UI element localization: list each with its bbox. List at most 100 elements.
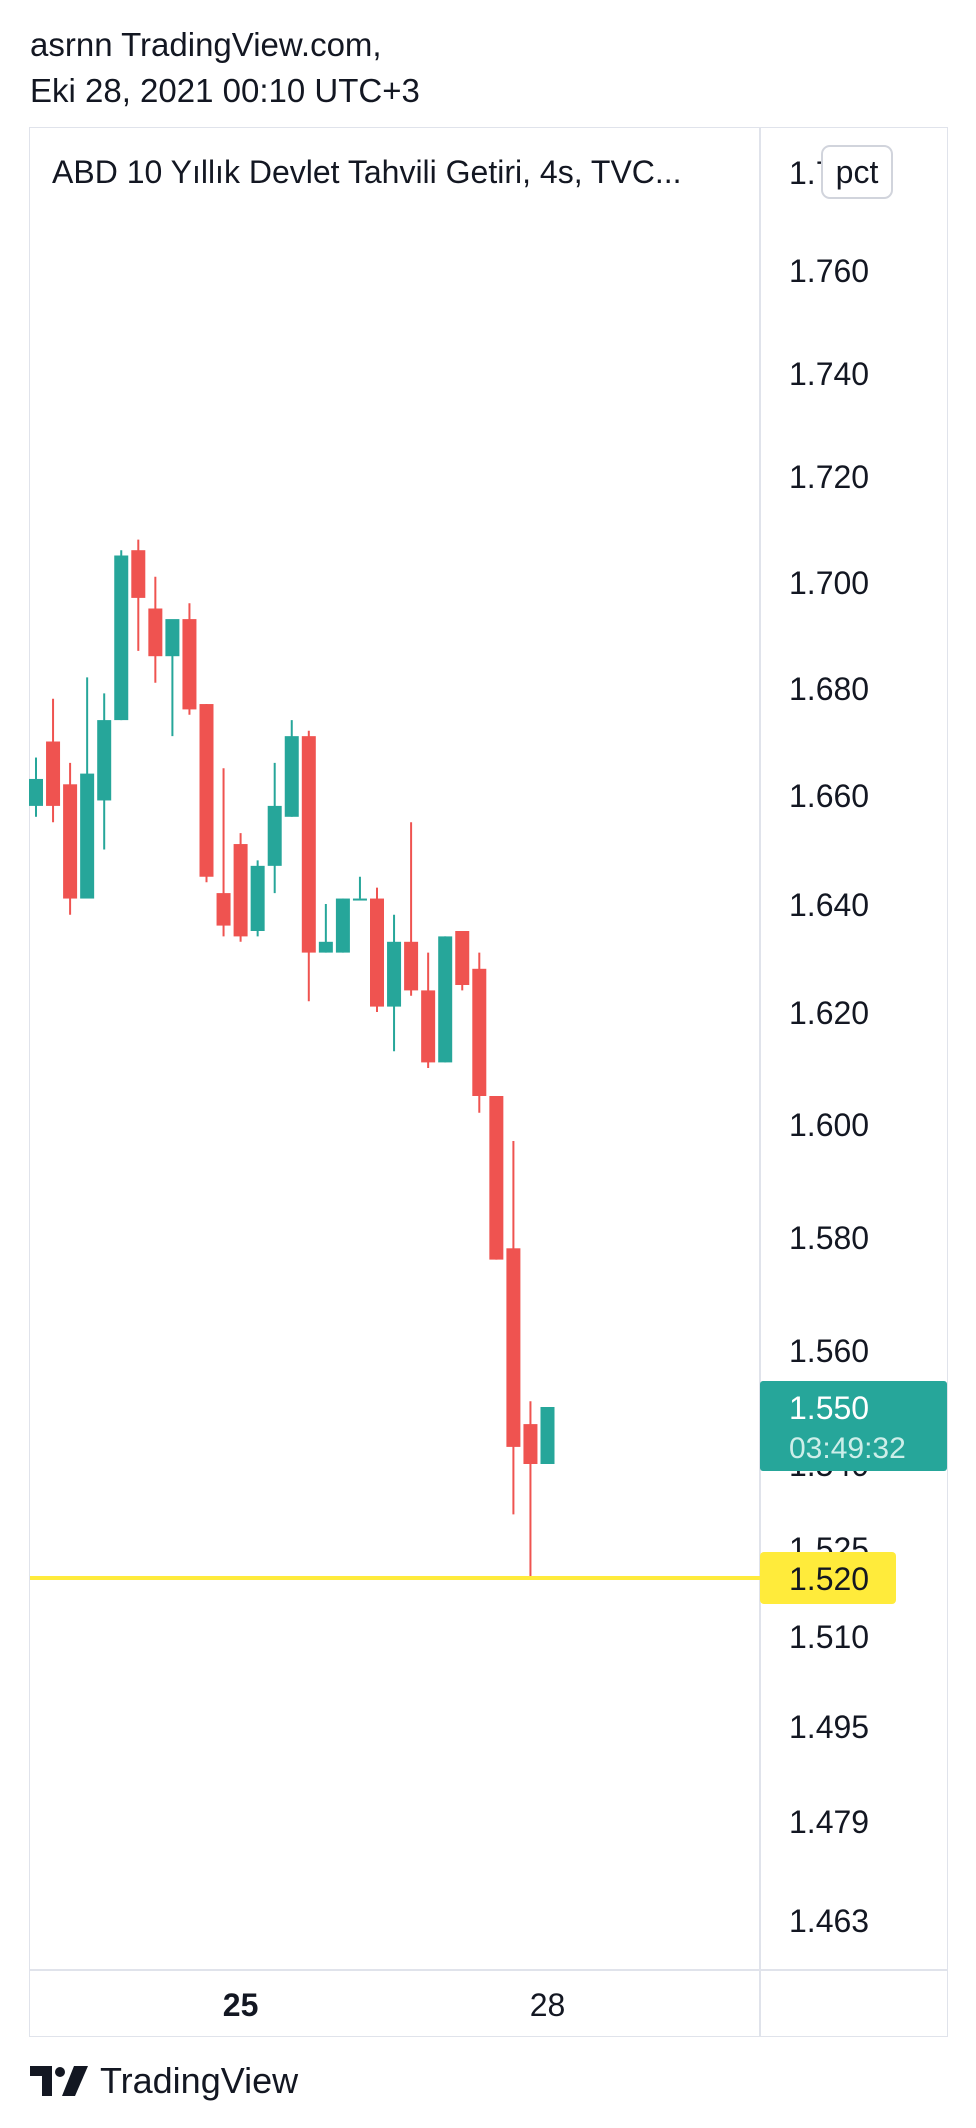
price-axis: 1.7801.7601.7401.7201.7001.6801.6601.640… xyxy=(789,145,893,1939)
candle xyxy=(216,768,231,937)
candle xyxy=(489,1096,504,1260)
price-axis-label: 1.640 xyxy=(789,887,869,923)
candle-body xyxy=(165,619,180,657)
candle xyxy=(284,720,299,817)
candle xyxy=(438,936,453,1063)
candle xyxy=(182,603,197,715)
overlays-layer: 1.520 1.550 03:49:32 xyxy=(30,1381,947,1604)
candle xyxy=(250,860,265,937)
candle xyxy=(387,914,402,1052)
candle-body xyxy=(29,778,43,806)
candle-body xyxy=(540,1407,555,1464)
candle xyxy=(199,704,214,883)
tradingview-logo-icon xyxy=(30,2066,88,2096)
candle xyxy=(301,730,316,1002)
price-axis-label: 1.580 xyxy=(789,1220,869,1256)
candle xyxy=(165,619,180,737)
pct-button-box xyxy=(821,145,893,199)
candle xyxy=(540,1407,555,1464)
candle-body xyxy=(421,990,436,1063)
candle xyxy=(131,539,146,651)
price-axis-label: 1.680 xyxy=(789,671,869,707)
candle-body xyxy=(284,736,299,817)
candles-layer xyxy=(29,539,555,1578)
author-line: asrnn TradingView.com, xyxy=(30,26,382,63)
candle xyxy=(97,693,112,850)
candle-body xyxy=(438,936,453,1063)
price-axis-label: 1.720 xyxy=(789,459,869,495)
candle-body xyxy=(267,805,282,866)
candle-body xyxy=(370,898,384,1007)
candle xyxy=(148,576,163,683)
candle-body xyxy=(489,1096,504,1260)
candle-body xyxy=(523,1424,538,1464)
candle-body xyxy=(506,1248,521,1447)
candle xyxy=(523,1401,538,1578)
candle-body xyxy=(46,741,61,806)
last-price-value: 1.550 xyxy=(789,1390,869,1426)
candle xyxy=(455,931,470,991)
candle-body xyxy=(335,898,350,953)
candle xyxy=(80,677,95,899)
price-axis-label: 1.510 xyxy=(789,1619,869,1655)
candle-body xyxy=(216,893,231,926)
candle-body xyxy=(455,931,470,985)
footer: TradingView xyxy=(30,2060,298,2102)
candle xyxy=(46,698,61,823)
candle-body xyxy=(182,619,197,710)
candle xyxy=(472,952,487,1113)
price-line-label-box xyxy=(760,1552,896,1604)
candle xyxy=(29,757,43,817)
bar-countdown: 03:49:32 xyxy=(789,1432,906,1465)
time-axis-label: 28 xyxy=(530,1987,566,2023)
candle-body xyxy=(233,844,248,937)
candle xyxy=(421,952,436,1068)
candle xyxy=(267,762,282,894)
time-axis: 25 28 xyxy=(223,1987,565,2023)
candle-body xyxy=(352,898,367,901)
candle xyxy=(233,833,248,942)
price-axis-label: 1.620 xyxy=(789,995,869,1031)
price-axis-label: 1.700 xyxy=(789,565,869,601)
time-axis-label: 25 xyxy=(223,1987,259,2023)
price-axis-label: 1.479 xyxy=(789,1804,869,1840)
datetime-line: Eki 28, 2021 00:10 UTC+3 xyxy=(30,72,420,109)
chart-title: ABD 10 Yıllık Devlet Tahvili Getiri, 4s,… xyxy=(52,154,682,190)
candle-body xyxy=(114,555,129,721)
candle-body xyxy=(199,704,214,877)
candle-body xyxy=(250,865,265,931)
candle-body xyxy=(148,608,163,657)
candle xyxy=(335,898,350,953)
pct-scale-button[interactable]: pct xyxy=(821,145,893,199)
price-axis-label: 1.740 xyxy=(789,356,869,392)
candle xyxy=(352,876,367,901)
price-axis-label: 1.463 xyxy=(789,1903,869,1939)
last-price-label-box xyxy=(760,1381,947,1471)
footer-brand: TradingView xyxy=(100,2060,299,2101)
candle xyxy=(506,1140,521,1515)
candle-body xyxy=(80,773,95,899)
pct-button-label: pct xyxy=(836,154,879,190)
candle xyxy=(114,550,129,721)
snapshot-header: asrnn TradingView.com, Eki 28, 2021 00:1… xyxy=(30,22,420,114)
candle xyxy=(318,904,333,953)
price-axis-label: 1.760 xyxy=(789,253,869,289)
price-axis-label: 1.660 xyxy=(789,778,869,814)
candle-body xyxy=(472,968,487,1096)
candle-body xyxy=(97,720,112,801)
candle-body xyxy=(63,784,78,899)
candle-body xyxy=(318,941,333,953)
price-axis-label: 1.495 xyxy=(789,1709,869,1745)
candle xyxy=(63,762,78,915)
candle-body xyxy=(404,941,419,991)
price-axis-label: 1.600 xyxy=(789,1107,869,1143)
candle-body xyxy=(387,941,402,1007)
price-axis-label: 1.560 xyxy=(789,1333,869,1369)
chart-frame xyxy=(29,127,948,2037)
price-line-label: 1.520 xyxy=(789,1561,869,1597)
candle xyxy=(404,822,419,996)
candle-body xyxy=(301,736,316,953)
candle-body xyxy=(131,550,146,598)
candle xyxy=(370,887,384,1012)
